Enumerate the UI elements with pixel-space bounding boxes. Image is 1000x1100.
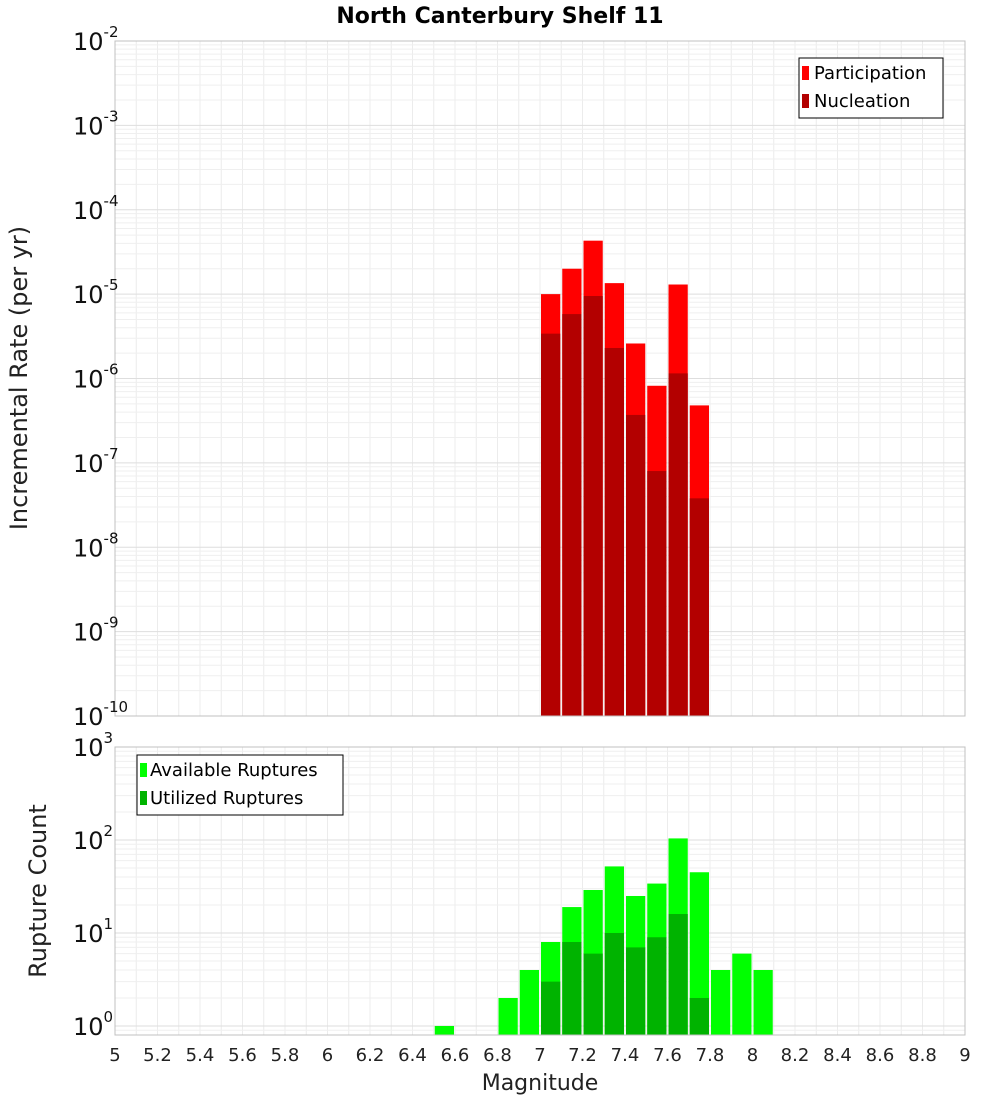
bottom-plot-y-ticks: 100 101 102 103: [73, 729, 113, 1041]
top-bar-nucleation: [689, 498, 709, 716]
bottom-bar-available-ruptures: [519, 969, 539, 1035]
top-bar-nucleation: [583, 296, 603, 716]
x-tick-label: 8.6: [866, 1045, 895, 1066]
bottom-bar-available-ruptures: [434, 1025, 454, 1035]
bottom-plot-bars: [434, 838, 773, 1035]
x-tick-label: 7.2: [568, 1045, 597, 1066]
top-bar-nucleation: [647, 471, 667, 716]
top-plot-gridlines: [114, 41, 966, 717]
bottom-legend-box: [136, 754, 344, 816]
x-tick-label: 7.8: [696, 1045, 725, 1066]
chart-title: North Canterbury Shelf 11: [336, 4, 663, 29]
x-tick-label: 6.6: [441, 1045, 470, 1066]
bottom-bar-available-ruptures: [753, 969, 773, 1035]
bottom-bar-available-ruptures: [498, 997, 518, 1035]
bottom-y-tick-label: 100: [73, 1008, 113, 1041]
x-tick-label: 6.2: [356, 1045, 385, 1066]
x-tick-label: 8: [747, 1045, 758, 1066]
x-tick-label: 7.6: [653, 1045, 682, 1066]
top-y-tick-label: 10-4: [73, 192, 119, 225]
x-tick-label: 5.2: [143, 1045, 172, 1066]
x-tick-label: 5: [109, 1045, 120, 1066]
top-bar-nucleation: [541, 333, 561, 716]
bottom-y-tick-label: 102: [73, 822, 113, 855]
legend-swatch-utilized: [140, 791, 147, 805]
bottom-plot-frame: [114, 746, 966, 1036]
bottom-bar-available-ruptures: [689, 872, 709, 1035]
x-tick-label: 5.4: [186, 1045, 215, 1066]
bottom-bar-utilized-ruptures: [689, 997, 709, 1035]
top-y-tick-label: 10-9: [73, 614, 119, 647]
x-tick-label: 8.4: [823, 1045, 852, 1066]
top-plot-y-ticks: 10-10 10-9 10-8 10-7 10-6 10-5 10-4 10-3 10-2: [73, 23, 128, 731]
x-tick-label: 8.2: [781, 1045, 810, 1066]
top-legend-box: [798, 57, 944, 119]
top-y-axis-label: Incremental Rate (per yr): [5, 226, 33, 530]
x-axis-label: Magnitude: [482, 1071, 599, 1096]
top-bar-nucleation: [668, 373, 688, 716]
top-bar-nucleation: [562, 314, 582, 716]
legend-swatch-available: [140, 763, 147, 777]
x-axis-ticks: 5 5.2 5.4 5.6 5.8 6 6.2 6.4 6.6 6.8 7 7.2 7.4 7.6 7.8 8…: [109, 1045, 970, 1066]
bottom-y-tick-label: 103: [73, 729, 113, 762]
top-y-tick-label: 10-5: [73, 276, 119, 309]
top-y-tick-label: 10-8: [73, 529, 119, 562]
x-tick-label: 6.4: [398, 1045, 427, 1066]
top-plot-bars: [541, 240, 709, 717]
top-plot-frame: [114, 40, 966, 717]
top-y-tick-label: 10-6: [73, 361, 119, 394]
bottom-bar-utilized-ruptures: [541, 981, 561, 1035]
bottom-bar-utilized-ruptures: [583, 953, 603, 1035]
bottom-bar-available-ruptures: [711, 969, 731, 1035]
x-tick-label: 8.8: [908, 1045, 937, 1066]
top-y-tick-label: 10-2: [73, 23, 119, 56]
top-y-tick-label: 10-3: [73, 107, 119, 140]
x-tick-label: 5.6: [228, 1045, 257, 1066]
x-tick-label: 7: [534, 1045, 545, 1066]
legend-swatch-participation: [802, 66, 809, 80]
bottom-legend: Available Ruptures Utilized Ruptures: [136, 754, 344, 816]
x-tick-label: 5.8: [271, 1045, 300, 1066]
legend-label-participation: Participation: [814, 63, 926, 84]
top-y-tick-label: 10-10: [73, 698, 128, 731]
legend-swatch-nucleation: [802, 94, 809, 108]
bottom-bar-utilized-ruptures: [604, 932, 624, 1035]
top-y-tick-label: 10-7: [73, 445, 119, 478]
bottom-bar-utilized-ruptures: [647, 937, 667, 1035]
bottom-bar-available-ruptures: [732, 953, 752, 1035]
bottom-y-axis-label: Rupture Count: [24, 804, 52, 978]
top-bar-nucleation: [604, 347, 624, 716]
bottom-bar-utilized-ruptures: [562, 942, 582, 1035]
top-bar-nucleation: [626, 414, 646, 716]
legend-label-available: Available Ruptures: [150, 760, 318, 781]
bottom-bar-utilized-ruptures: [668, 914, 688, 1035]
bottom-y-tick-label: 101: [73, 915, 113, 948]
legend-label-nucleation: Nucleation: [814, 91, 910, 112]
x-tick-label: 7.4: [611, 1045, 640, 1066]
x-tick-label: 6: [322, 1045, 333, 1066]
bottom-bar-utilized-ruptures: [626, 947, 646, 1035]
x-tick-label: 9: [959, 1045, 970, 1066]
legend-label-utilized: Utilized Ruptures: [150, 788, 303, 809]
x-tick-label: 6.8: [483, 1045, 512, 1066]
top-legend: Participation Nucleation: [798, 57, 944, 119]
